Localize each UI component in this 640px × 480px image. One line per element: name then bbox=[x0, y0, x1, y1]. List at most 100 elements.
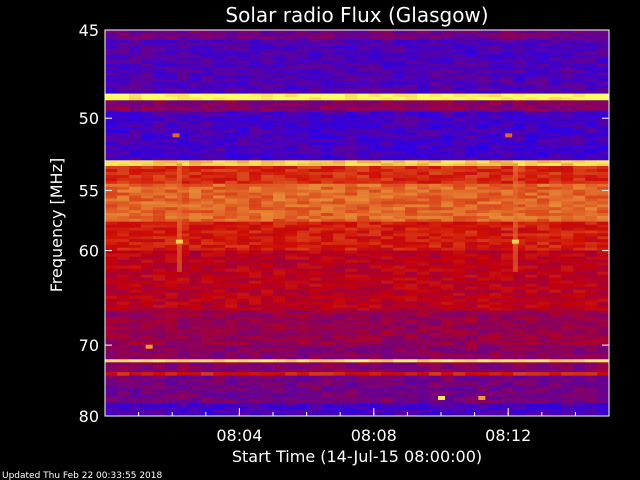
noise-cell bbox=[177, 114, 190, 119]
noise-cell bbox=[429, 66, 442, 70]
noise-cell bbox=[573, 244, 586, 248]
noise-cell bbox=[477, 250, 490, 254]
noise-cell bbox=[189, 347, 202, 352]
noise-cell bbox=[225, 265, 238, 269]
noise-cell bbox=[165, 375, 178, 380]
noise-cell bbox=[297, 350, 310, 354]
noise-cell bbox=[105, 221, 118, 225]
noise-cell bbox=[309, 204, 322, 208]
noise-cell bbox=[237, 186, 250, 190]
noise-cell bbox=[141, 54, 154, 58]
noise-cell bbox=[417, 283, 430, 287]
noise-cell bbox=[189, 356, 202, 360]
noise-cell bbox=[585, 168, 598, 173]
noise-cell bbox=[237, 117, 250, 122]
noise-cell bbox=[357, 54, 370, 58]
noise-cell bbox=[513, 163, 526, 167]
noise-cell bbox=[105, 192, 118, 196]
noise-cell bbox=[297, 244, 310, 248]
noise-cell bbox=[333, 123, 346, 128]
noise-cell bbox=[105, 66, 118, 70]
noise-cell bbox=[525, 160, 538, 164]
noise-cell bbox=[333, 171, 346, 176]
noise-cell bbox=[273, 224, 286, 228]
noise-cell bbox=[297, 103, 310, 107]
noise-cell bbox=[477, 100, 490, 104]
noise-cell bbox=[225, 329, 238, 333]
noise-cell bbox=[201, 268, 214, 272]
noise-cell bbox=[429, 313, 442, 318]
noise-cell bbox=[309, 39, 322, 43]
noise-cell bbox=[357, 224, 370, 228]
noise-cell bbox=[165, 198, 178, 202]
noise-cell bbox=[177, 213, 190, 217]
noise-cell bbox=[501, 239, 514, 243]
noise-cell bbox=[261, 145, 274, 149]
noise-cell bbox=[465, 33, 478, 37]
noise-cell bbox=[561, 160, 574, 164]
noise-cell bbox=[285, 310, 298, 315]
noise-cell bbox=[105, 289, 118, 293]
noise-cell bbox=[237, 295, 250, 299]
noise-cell bbox=[585, 286, 598, 290]
noise-cell bbox=[405, 51, 418, 55]
noise-cell bbox=[405, 313, 418, 318]
noise-cell bbox=[525, 262, 538, 266]
noise-cell bbox=[549, 316, 562, 321]
noise-cell bbox=[117, 133, 130, 137]
noise-cell bbox=[165, 323, 178, 327]
noise-cell bbox=[369, 320, 382, 324]
noise-cell bbox=[297, 221, 310, 225]
noise-cell bbox=[357, 57, 370, 61]
noise-cell bbox=[189, 72, 202, 76]
noise-cell bbox=[165, 335, 178, 340]
noise-cell bbox=[489, 230, 502, 234]
noise-cell bbox=[129, 133, 142, 137]
noise-cell bbox=[585, 375, 598, 380]
noise-cell bbox=[393, 75, 406, 79]
noise-cell bbox=[513, 148, 526, 152]
noise-cell bbox=[561, 100, 574, 104]
noise-cell bbox=[153, 301, 166, 306]
noise-cell bbox=[537, 280, 550, 284]
noise-cell bbox=[417, 72, 430, 76]
noise-cell bbox=[405, 310, 418, 315]
noise-cell bbox=[165, 381, 178, 386]
noise-cell bbox=[441, 163, 454, 167]
noise-cell bbox=[153, 57, 166, 61]
noise-cell bbox=[141, 177, 154, 182]
noise-cell bbox=[261, 130, 274, 134]
noise-cell bbox=[117, 195, 130, 199]
noise-cell bbox=[237, 163, 250, 167]
noise-cell bbox=[177, 372, 190, 377]
noise-cell bbox=[585, 368, 598, 373]
noise-cell bbox=[429, 72, 442, 76]
noise-cell bbox=[225, 186, 238, 190]
noise-cell bbox=[597, 84, 610, 88]
noise-cell bbox=[453, 244, 466, 248]
noise-cell bbox=[213, 36, 226, 40]
noise-cell bbox=[105, 186, 118, 190]
noise-cell bbox=[285, 372, 298, 377]
noise-cell bbox=[273, 372, 286, 377]
noise-cell bbox=[561, 106, 574, 110]
noise-cell bbox=[213, 286, 226, 290]
noise-cell bbox=[177, 250, 190, 254]
noise-cell bbox=[285, 103, 298, 107]
noise-cell bbox=[333, 256, 346, 260]
noise-cell bbox=[201, 157, 214, 161]
noise-cell bbox=[309, 97, 322, 101]
noise-cell bbox=[549, 356, 562, 360]
noise-cell bbox=[249, 213, 262, 217]
noise-cell bbox=[561, 51, 574, 55]
noise-cell bbox=[525, 350, 538, 354]
noise-cell bbox=[357, 195, 370, 199]
noise-cell bbox=[393, 45, 406, 49]
noise-cell bbox=[573, 186, 586, 190]
noise-cell bbox=[453, 326, 466, 330]
noise-cell bbox=[309, 310, 322, 315]
noise-cell bbox=[297, 271, 310, 275]
noise-cell bbox=[321, 292, 334, 296]
noise-cell bbox=[525, 148, 538, 152]
noise-cell bbox=[369, 106, 382, 110]
